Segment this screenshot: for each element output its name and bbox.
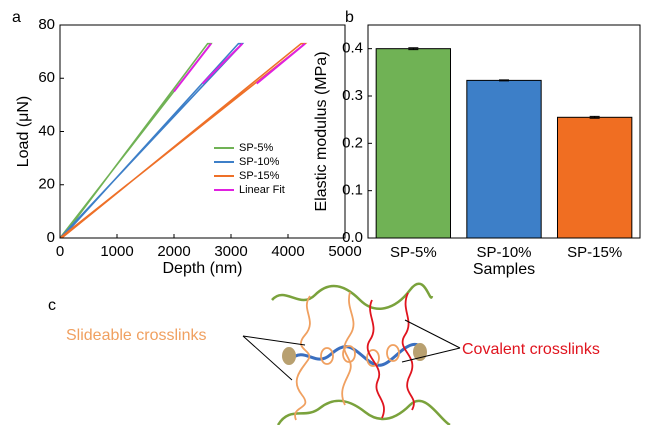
y-tick-label: 0 — [47, 229, 55, 246]
x-axis-title: Samples — [473, 261, 535, 278]
covalent-crosslink — [403, 293, 414, 410]
slideable-crosslink — [295, 296, 310, 420]
bar — [557, 117, 631, 238]
y-axis-title: Load (μN) — [15, 96, 32, 167]
x-tick-label: SP-5% — [390, 244, 437, 261]
error-bar — [499, 80, 509, 81]
legend-label: SP-5% — [239, 142, 273, 154]
legend-label: SP-15% — [239, 170, 280, 182]
x-tick-label: 3000 — [214, 243, 247, 260]
y-tick-label: 20 — [38, 176, 55, 193]
x-axis-title: Depth (nm) — [162, 260, 242, 277]
y-axis-title: Elastic modulus (MPa) — [313, 51, 330, 211]
y-tick-label: 60 — [38, 69, 55, 86]
figure: a b c Slideable crosslinks Covalent cros… — [0, 0, 658, 425]
y-tick-label: 0.4 — [342, 40, 363, 57]
diagram — [243, 284, 460, 425]
panel-label: b — [345, 9, 354, 26]
legend-label: SP-10% — [239, 156, 280, 168]
stopper — [413, 343, 427, 361]
y-tick-label: 80 — [38, 16, 55, 33]
data-line — [174, 44, 305, 92]
y-tick-label: 0.0 — [342, 229, 363, 246]
diagram-label: Covalent crosslinks — [462, 341, 600, 358]
x-tick-label: 2000 — [157, 243, 190, 260]
x-tick-label: 1000 — [100, 243, 133, 260]
y-tick-label: 0.3 — [342, 87, 363, 104]
stopper — [282, 347, 296, 365]
bar — [376, 49, 450, 238]
diagram-label: Slideable crosslinks — [66, 327, 207, 344]
polymer-chain — [272, 284, 432, 309]
covalent-crosslink — [368, 300, 384, 418]
y-tick-label: 0.1 — [342, 182, 363, 199]
data-line — [60, 44, 242, 238]
panel-label: c — [48, 297, 56, 314]
x-tick-label: SP-10% — [476, 244, 531, 261]
legend-label: Linear Fit — [239, 184, 285, 196]
x-tick-label: SP-15% — [567, 244, 622, 261]
plot-frame — [60, 25, 345, 238]
bar — [467, 80, 541, 238]
y-tick-label: 0.2 — [342, 134, 363, 151]
arrow — [402, 348, 460, 362]
x-tick-label: 0 — [56, 243, 64, 260]
arrow — [243, 336, 305, 345]
x-tick-label: 4000 — [271, 243, 304, 260]
panel-label: a — [12, 9, 21, 26]
y-tick-label: 40 — [38, 122, 55, 139]
